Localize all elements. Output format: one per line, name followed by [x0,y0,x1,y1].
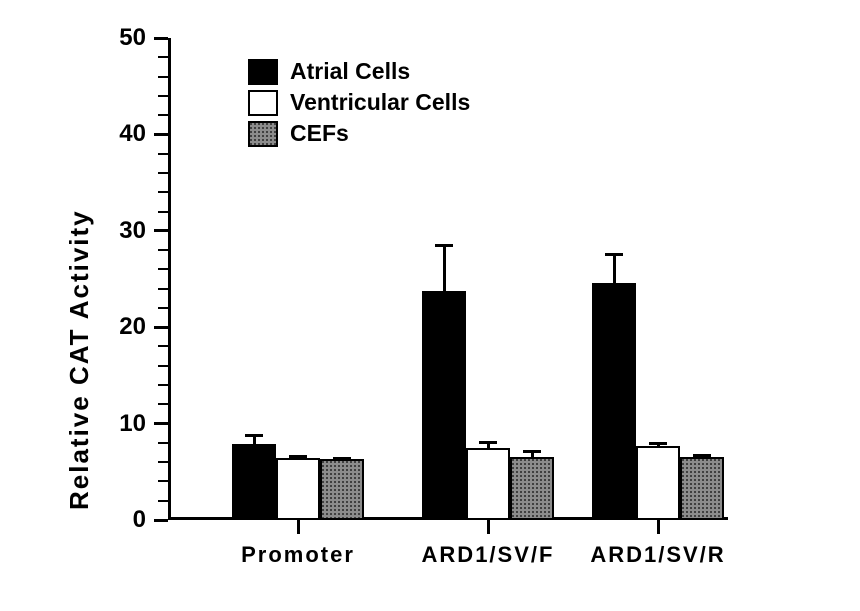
bar [232,444,276,520]
x-tick [297,520,300,534]
y-tick [154,326,168,329]
y-tick [154,133,168,136]
x-category-label: ARD1/SV/F [393,542,583,568]
y-axis [168,38,171,520]
y-minor-tick [158,268,168,270]
bar [510,457,554,520]
error-bar-cap [435,244,453,247]
bar [320,459,364,520]
y-minor-tick [158,249,168,251]
y-tick [154,37,168,40]
legend-swatch-ventricular [248,90,278,116]
y-minor-tick [158,461,168,463]
legend-item-ventricular: Ventricular Cells [248,89,470,116]
error-bar-cap [333,457,351,460]
error-bar-cap [289,455,307,458]
y-minor-tick [158,56,168,58]
x-tick [487,520,490,534]
y-minor-tick [158,288,168,290]
bar [636,446,680,520]
legend-label-cefs: CEFs [290,120,349,147]
y-minor-tick [158,500,168,502]
error-bar-cap [605,253,623,256]
y-minor-tick [158,307,168,309]
y-axis-label: Relative CAT Activity [64,209,95,510]
y-minor-tick [158,480,168,482]
error-bar [613,255,616,283]
y-tick [154,422,168,425]
legend-swatch-cefs [248,121,278,147]
bar [422,291,466,520]
y-minor-tick [158,95,168,97]
y-tick-label: 10 [100,410,146,438]
y-minor-tick [158,172,168,174]
legend: Atrial Cells Ventricular Cells CEFs [248,58,470,151]
error-bar-cap [523,450,541,453]
legend-item-cefs: CEFs [248,120,470,147]
y-tick-label: 30 [100,217,146,245]
x-category-label: ARD1/SV/R [563,542,753,568]
legend-item-atrial: Atrial Cells [248,58,470,85]
y-minor-tick [158,442,168,444]
error-bar [443,245,446,290]
y-minor-tick [158,191,168,193]
x-category-label: Promoter [203,542,393,568]
legend-label-atrial: Atrial Cells [290,58,410,85]
y-tick-label: 20 [100,313,146,341]
error-bar-cap [693,454,711,457]
y-minor-tick [158,384,168,386]
y-minor-tick [158,114,168,116]
y-tick [154,229,168,232]
error-bar-cap [479,441,497,444]
cat-activity-bar-chart: Relative CAT Activity Atrial Cells Ventr… [0,0,860,611]
legend-label-ventricular: Ventricular Cells [290,89,470,116]
x-tick [657,520,660,534]
bar [276,458,320,520]
error-bar-cap [245,434,263,437]
legend-swatch-atrial [248,59,278,85]
bar [680,457,724,520]
y-minor-tick [158,76,168,78]
y-minor-tick [158,365,168,367]
y-minor-tick [158,211,168,213]
y-tick-label: 40 [100,120,146,148]
bar [592,283,636,520]
error-bar-cap [649,442,667,445]
y-tick-label: 0 [100,506,146,534]
y-tick-label: 50 [100,24,146,52]
y-minor-tick [158,403,168,405]
y-minor-tick [158,345,168,347]
y-minor-tick [158,153,168,155]
y-tick [154,519,168,522]
bar [466,448,510,520]
